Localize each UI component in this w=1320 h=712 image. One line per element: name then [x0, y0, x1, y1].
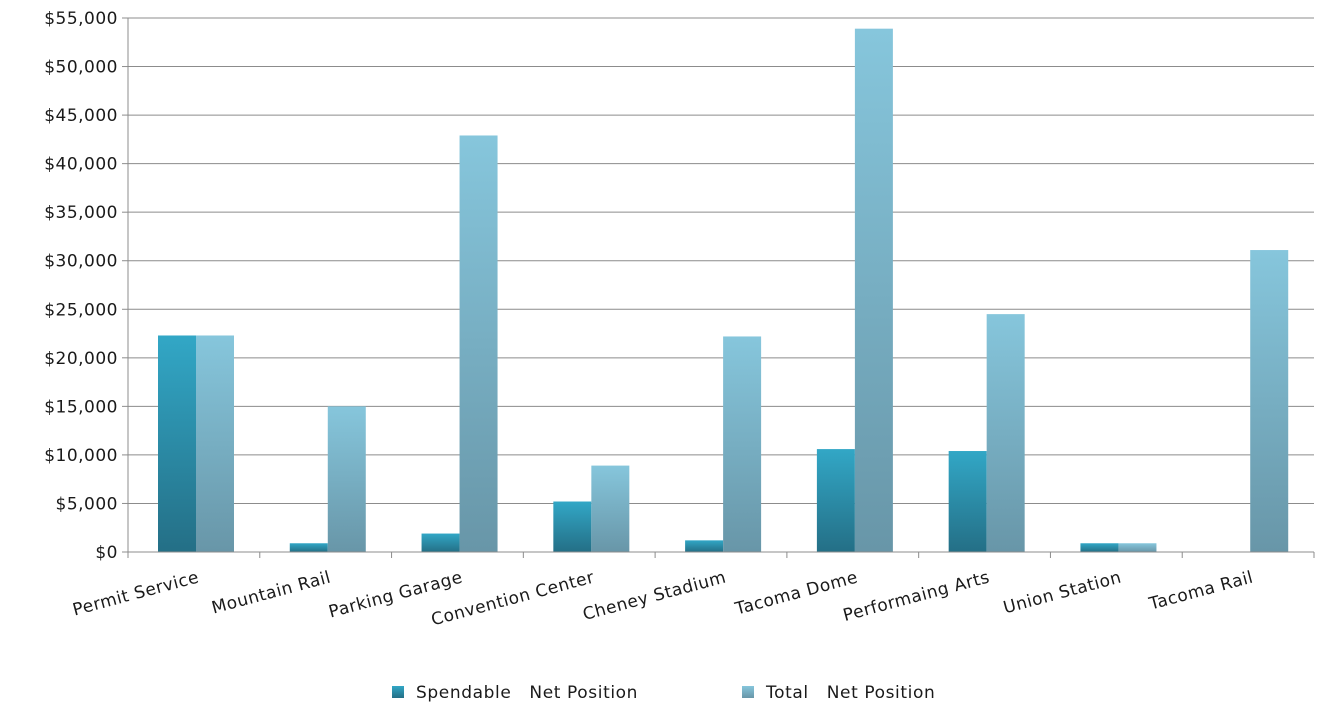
- bar-spendable-3: [553, 501, 592, 552]
- bar-spendable-2: [421, 533, 460, 552]
- y-tick-label: $25,000: [44, 300, 118, 320]
- bar-total-4: [723, 336, 762, 552]
- x-tick-label: Performaing Arts: [841, 568, 992, 626]
- x-tick-label: Permit Service: [71, 568, 202, 621]
- y-tick-label: $35,000: [44, 203, 118, 223]
- y-tick-label: $5,000: [56, 494, 118, 514]
- bar-total-3: [591, 465, 630, 552]
- legend-label-spendable: Spendable Net Position: [416, 683, 638, 703]
- bar-total-2: [459, 135, 498, 553]
- y-tick-label: $55,000: [44, 9, 118, 29]
- y-tick-label: $15,000: [44, 397, 118, 417]
- legend-swatch-spendable: [392, 686, 404, 698]
- x-tick-label: Cheney Stadium: [581, 568, 729, 626]
- legend: Spendable Net Position Total Net Position: [392, 683, 935, 703]
- x-tick-label: Mountain Rail: [210, 568, 333, 619]
- bar-total-1: [327, 406, 366, 552]
- legend-label-total: Total Net Position: [765, 683, 935, 703]
- bar-spendable-4: [685, 540, 724, 552]
- y-tick-label: $50,000: [44, 58, 118, 78]
- bar-spendable-6: [948, 451, 987, 552]
- bar-total-6: [986, 314, 1025, 552]
- y-axis: $0 $5,000 $10,000 $15,000 $20,000 $25,000 $30,…: [44, 9, 129, 563]
- bar-total-7: [1118, 543, 1157, 552]
- bar-total-0: [196, 335, 234, 552]
- bars: [158, 28, 1289, 553]
- gridlines: [128, 17, 1314, 553]
- y-tick-label: $0: [95, 543, 118, 563]
- y-tick-label: $10,000: [44, 446, 118, 466]
- x-tick-label: Tacoma Dome: [732, 568, 860, 620]
- legend-swatch-total: [742, 686, 754, 698]
- bar-total-8: [1250, 250, 1289, 552]
- y-tick-label: $40,000: [44, 155, 118, 175]
- bar-spendable-1: [289, 543, 328, 552]
- y-tick-label: $20,000: [44, 349, 118, 369]
- bar-spendable-0: [158, 335, 196, 552]
- x-tick-label: Tacoma Rail: [1146, 568, 1255, 615]
- x-tick-label: Union Station: [1001, 568, 1124, 619]
- bar-total-5: [854, 28, 893, 553]
- bar-spendable-5: [816, 449, 855, 552]
- y-tick-label: $30,000: [44, 252, 118, 272]
- bar-spendable-7: [1080, 543, 1119, 552]
- y-tick-label: $45,000: [44, 106, 118, 126]
